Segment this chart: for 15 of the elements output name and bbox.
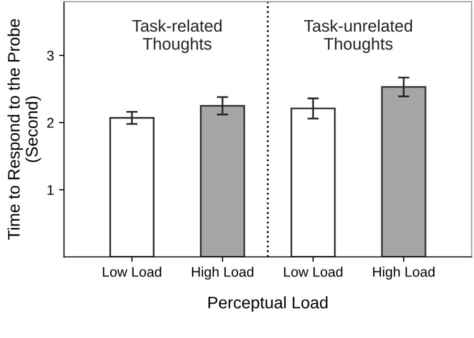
bar (381, 86, 426, 257)
x-axis-title: Perceptual Load (208, 296, 328, 312)
x-tick-label: Low Load (102, 266, 162, 277)
annotation: Task-related Thoughts (132, 20, 222, 54)
bar (200, 104, 246, 257)
x-tick-label: High Load (192, 266, 254, 280)
x-tick-label: Low Load (284, 266, 342, 277)
x-tick-label: High Load (373, 266, 434, 280)
bar (109, 117, 155, 257)
y-axis-title: Time to Respond to the Probe (Second) (8, 19, 41, 240)
y-tick-label: 1 (48, 185, 54, 195)
y-tick-label: 2 (47, 118, 54, 128)
bar (290, 108, 336, 257)
annotation: Task-unrelated Thoughts (304, 20, 412, 54)
y-tick-label: 3 (47, 50, 54, 61)
